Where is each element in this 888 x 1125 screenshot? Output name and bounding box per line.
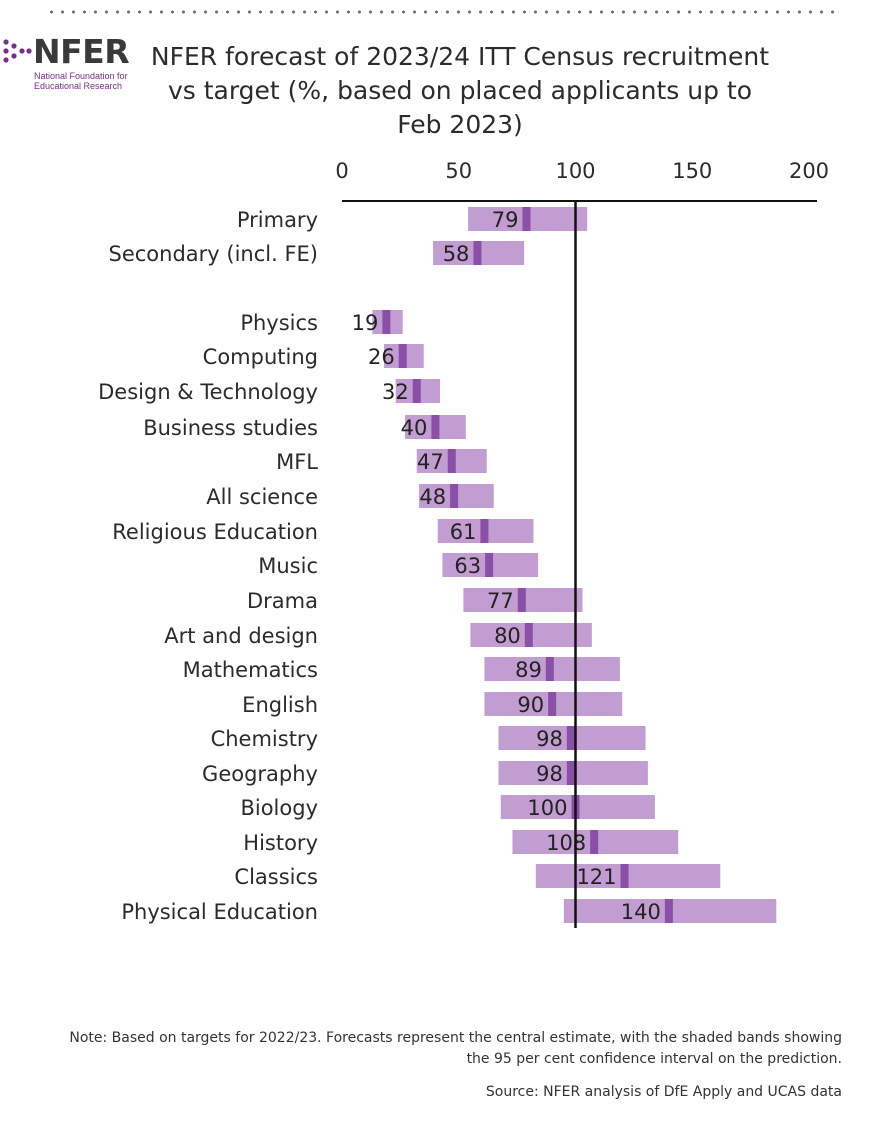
- estimate-marker: [548, 692, 557, 716]
- estimate-marker: [447, 449, 456, 473]
- value-label: 98: [536, 727, 563, 751]
- estimate-marker: [590, 830, 599, 854]
- value-label: 108: [546, 831, 586, 855]
- row-label: Physics: [240, 311, 318, 335]
- row-label: Art and design: [164, 624, 318, 648]
- row-label: Biology: [240, 796, 318, 820]
- row-label: Drama: [247, 589, 318, 613]
- value-label: 48: [419, 485, 446, 509]
- value-label: 19: [352, 311, 379, 335]
- value-label: 98: [536, 762, 563, 786]
- nfer-logo: NFER National Foundation for Educational…: [2, 32, 152, 94]
- row-label: Religious Education: [112, 520, 318, 544]
- value-label: 121: [576, 865, 616, 889]
- row-label: Primary: [237, 208, 318, 232]
- estimate-marker: [620, 864, 629, 888]
- value-label: 80: [494, 624, 521, 648]
- row-label: All science: [206, 485, 318, 509]
- row-label: English: [242, 693, 318, 717]
- logo-subtitle-line2: Educational Research: [34, 81, 123, 91]
- value-label: 26: [368, 345, 395, 369]
- estimate-marker: [398, 344, 407, 368]
- estimate-marker: [524, 623, 533, 647]
- row-label: Computing: [203, 345, 318, 369]
- value-label: 79: [492, 208, 519, 232]
- chart-note: Note: Based on targets for 2022/23. Fore…: [69, 1030, 842, 1067]
- estimate-marker: [566, 761, 575, 785]
- estimate-marker: [431, 415, 440, 439]
- logo-wordmark: NFER: [33, 32, 130, 71]
- row-label: MFL: [276, 450, 318, 474]
- dots-logo-icon: [3, 39, 32, 63]
- logo-subtitle-line1: National Foundation for: [34, 71, 128, 81]
- value-label: 77: [487, 589, 514, 613]
- row-label: Music: [258, 554, 318, 578]
- value-label: 61: [450, 520, 477, 544]
- row-label: Classics: [234, 865, 318, 889]
- value-label: 89: [515, 658, 542, 682]
- x-tick-label: 100: [555, 159, 595, 183]
- estimate-marker: [517, 588, 526, 612]
- estimate-marker: [664, 899, 673, 923]
- x-tick-label: 200: [789, 159, 829, 183]
- row-label: Business studies: [143, 416, 318, 440]
- row-label: Secondary (incl. FE): [109, 242, 319, 266]
- estimate-marker: [450, 484, 459, 508]
- estimate-marker: [480, 519, 489, 543]
- x-tick-label: 50: [445, 159, 472, 183]
- estimate-marker: [485, 553, 494, 577]
- row-label: Chemistry: [211, 727, 318, 751]
- row-label: Geography: [202, 762, 318, 786]
- value-label: 140: [621, 900, 661, 924]
- forecast-chart: 0 50 100 150 200 Primary 79 Secondary (incl. FE…: [98, 159, 829, 928]
- value-label: 58: [443, 242, 470, 266]
- dotted-divider: [46, 10, 842, 14]
- estimate-marker: [412, 379, 421, 403]
- row-label: Mathematics: [183, 658, 318, 682]
- x-tick-label: 150: [672, 159, 712, 183]
- estimate-marker: [545, 657, 554, 681]
- estimate-marker: [566, 726, 575, 750]
- value-label: 40: [401, 416, 428, 440]
- chart-title: NFER forecast of 2023/24 ITT Census recr…: [150, 42, 770, 139]
- value-label: 47: [417, 450, 444, 474]
- value-label: 90: [517, 693, 544, 717]
- row-label: Design & Technology: [98, 380, 318, 404]
- estimate-marker: [473, 241, 482, 265]
- row-label: Physical Education: [121, 900, 318, 924]
- value-label: 63: [454, 554, 481, 578]
- value-label: 100: [527, 796, 567, 820]
- chart-source: Source: NFER analysis of DfE Apply and U…: [485, 1084, 842, 1100]
- value-label: 32: [382, 380, 409, 404]
- logo-subtitle: National Foundation for Educational Rese…: [34, 71, 128, 91]
- x-tick-label: 0: [335, 159, 348, 183]
- estimate-marker: [382, 310, 391, 334]
- row-label: History: [243, 831, 318, 855]
- estimate-marker: [522, 207, 531, 231]
